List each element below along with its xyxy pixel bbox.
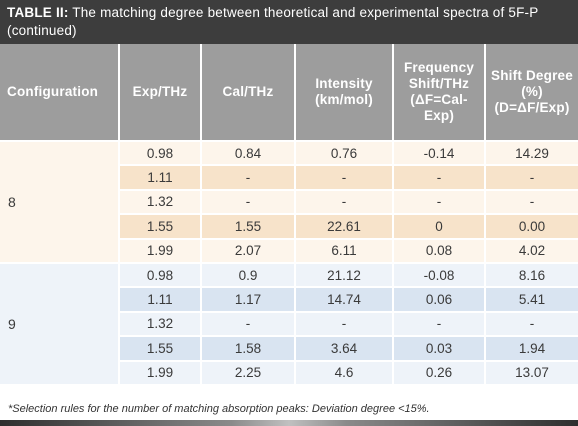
table-cell: 4.6: [295, 360, 394, 386]
configuration-cell: 8: [0, 141, 120, 264]
table-cell: 5.41: [485, 287, 578, 313]
table-cell: 8.16: [485, 262, 578, 289]
table-cell: 1.58: [201, 336, 296, 362]
table-cell: 3.64: [295, 336, 394, 362]
table-cell: 1.55: [119, 214, 202, 240]
table-cell: 1.32: [119, 189, 202, 216]
table-cell: -: [393, 165, 486, 191]
table-cell: -: [485, 165, 578, 191]
header-row: Configuration Exp/THz Cal/THz Intensity …: [0, 44, 578, 142]
table-cell: -: [201, 189, 296, 216]
bottom-rule: [0, 420, 578, 426]
table-cell: -: [201, 311, 296, 338]
table-cell: -: [201, 165, 296, 191]
table-cell: -: [393, 189, 486, 216]
table-cell: 2.25: [201, 360, 296, 386]
table-cell: 1.55: [119, 336, 202, 362]
table-cell: -: [485, 189, 578, 216]
table-cell: -: [295, 165, 394, 191]
table-cell: 14.29: [485, 141, 578, 167]
header-cal: Cal/THz: [201, 44, 296, 142]
header-frequency-shift: Frequency Shift/THz (ΔF=Cal-Exp): [393, 44, 486, 142]
table-cell: 1.55: [201, 214, 296, 240]
table-cell: 1.99: [119, 360, 202, 386]
table-cell: 14.74: [295, 287, 394, 313]
table-cell: 2.07: [201, 238, 296, 264]
table-row: 1.99 2.25 4.6 0.26 13.07: [0, 360, 578, 386]
configuration-cell: 9: [0, 262, 120, 386]
table-row: 8 0.98 0.84 0.76 -0.14 14.29: [0, 141, 578, 264]
table-row: 1.32 - - - -: [0, 189, 578, 216]
table-caption-text: The matching degree between theoretical …: [7, 5, 539, 38]
table-row: 1.55 1.58 3.64 0.03 1.94: [0, 336, 578, 362]
table-cell: 0.98: [119, 262, 202, 289]
table-cell: -: [295, 311, 394, 338]
table-cell: 1.32: [119, 311, 202, 338]
group-9: 9 0.98 0.9 21.12 -0.08 8.16 1.11 1.17 14…: [0, 262, 578, 386]
table-cell: -: [485, 311, 578, 338]
table-cell: 0.08: [393, 238, 486, 264]
table-cell: 1.17: [201, 287, 296, 313]
table-row: 1.11 - - - -: [0, 165, 578, 191]
table-cell: 0.06: [393, 287, 486, 313]
table-cell: -0.14: [393, 141, 486, 167]
header-intensity: Intensity (km/mol): [295, 44, 394, 142]
table-cell: 0.98: [119, 141, 202, 167]
table-cell: 1.94: [485, 336, 578, 362]
table-row: 9 0.98 0.9 21.12 -0.08 8.16: [0, 262, 578, 386]
table-cell: -0.08: [393, 262, 486, 289]
table-cell: 0.9: [201, 262, 296, 289]
group-8: 8 0.98 0.84 0.76 -0.14 14.29 1.11 - - - …: [0, 141, 578, 264]
table-cell: 0.03: [393, 336, 486, 362]
header-exp: Exp/THz: [119, 44, 202, 142]
table-cell: 0.26: [393, 360, 486, 386]
table-cell: -: [295, 189, 394, 216]
table-cell: 22.61: [295, 214, 394, 240]
table-caption: TABLE II: The matching degree between th…: [0, 0, 578, 44]
data-table: Configuration Exp/THz Cal/THz Intensity …: [0, 44, 578, 386]
table-cell: 13.07: [485, 360, 578, 386]
table-cell: 0.84: [201, 141, 296, 167]
table-cell: 0: [393, 214, 486, 240]
table-cell: 1.11: [119, 287, 202, 313]
table-cell: 1.99: [119, 238, 202, 264]
table-row: 1.55 1.55 22.61 0 0.00: [0, 214, 578, 240]
header-configuration: Configuration: [0, 44, 120, 142]
table-footnote: *Selection rules for the number of match…: [8, 403, 430, 415]
table-label: TABLE II:: [7, 5, 69, 20]
table-row: 1.32 - - - -: [0, 311, 578, 338]
table-cell: 0.76: [295, 141, 394, 167]
table-row: 1.11 1.17 14.74 0.06 5.41: [0, 287, 578, 313]
table-cell: 4.02: [485, 238, 578, 264]
table-cell: 1.11: [119, 165, 202, 191]
table-cell: 21.12: [295, 262, 394, 289]
table-row: 1.99 2.07 6.11 0.08 4.02: [0, 238, 578, 264]
table-cell: 0.00: [485, 214, 578, 240]
header-shift-degree: Shift Degree (%) (D=ΔF/Exp): [485, 44, 578, 142]
table-cell: -: [393, 311, 486, 338]
table-cell: 6.11: [295, 238, 394, 264]
